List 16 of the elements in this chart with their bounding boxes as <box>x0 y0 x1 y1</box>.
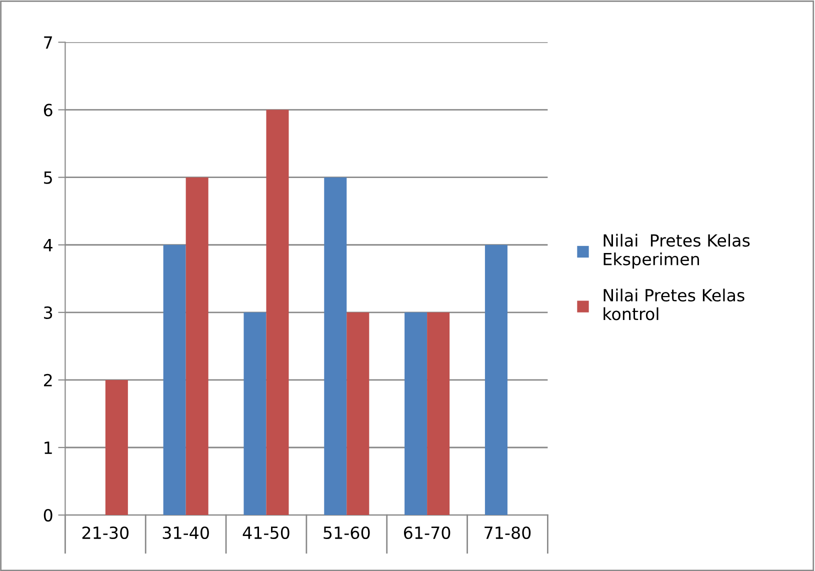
x-tick-label: 51-60 <box>324 526 370 540</box>
legend-label: Nilai Pretes Kelas Eksperimen <box>604 234 750 269</box>
y-tick-label: 0 <box>44 509 52 522</box>
y-tick-label: 4 <box>44 239 52 252</box>
x-tick-label: 41-50 <box>242 526 290 540</box>
x-tick-label: 31-40 <box>162 526 209 540</box>
legend-label: Nilai Pretes Kelas kontrol <box>604 288 744 320</box>
y-tick-label: 5 <box>44 172 52 184</box>
y-tick-label: 1 <box>44 442 52 454</box>
x-tick-label: 21-30 <box>82 526 129 540</box>
y-tick-label: 2 <box>44 374 52 386</box>
y-tick-label: 6 <box>44 104 52 116</box>
y-tick-label: 3 <box>44 306 52 319</box>
x-tick-label: 61-70 <box>404 526 450 540</box>
x-tick-label: 71-80 <box>484 526 531 540</box>
y-tick-label: 7 <box>44 36 52 49</box>
